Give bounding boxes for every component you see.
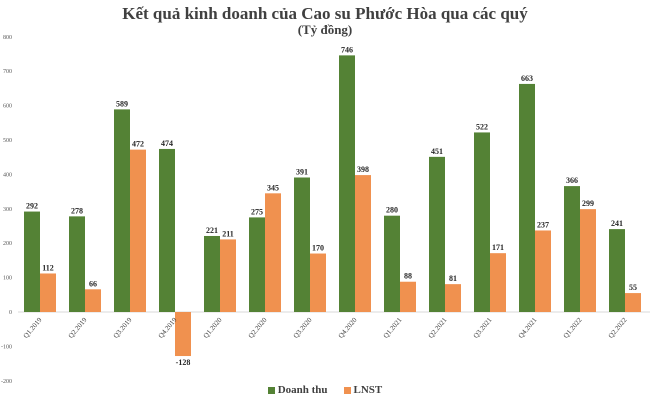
bar-lnst xyxy=(490,253,506,312)
x-tick-label: Q2.2022 xyxy=(607,316,629,340)
data-label: 451 xyxy=(431,147,443,156)
data-label: 278 xyxy=(71,206,83,215)
data-label: 237 xyxy=(537,220,549,229)
legend: Doanh thu LNST xyxy=(0,384,650,397)
y-tick-label: -200 xyxy=(1,379,12,385)
y-tick-label: 800 xyxy=(3,35,12,41)
data-label: 81 xyxy=(449,274,457,283)
data-label: 366 xyxy=(566,176,578,185)
data-label: 663 xyxy=(521,74,533,83)
data-label: 391 xyxy=(296,167,308,176)
y-tick-label: 500 xyxy=(3,138,12,144)
bar-doanh-thu xyxy=(339,55,355,312)
data-label: 746 xyxy=(341,45,353,54)
data-label: 522 xyxy=(476,122,488,131)
data-label: 55 xyxy=(629,283,637,292)
bar-lnst xyxy=(535,230,551,312)
x-tick-label: Q1.2019 xyxy=(22,316,44,340)
legend-item: Doanh thu xyxy=(267,384,328,396)
bar-lnst xyxy=(445,284,461,312)
bar-lnst xyxy=(175,312,191,357)
bar-doanh-thu xyxy=(429,156,445,312)
x-tick-label: Q2.2021 xyxy=(427,316,449,340)
x-tick-label: Q3.2021 xyxy=(472,316,494,340)
bar-doanh-thu xyxy=(204,235,220,312)
data-label: 170 xyxy=(312,244,324,253)
x-tick-label: Q2.2020 xyxy=(247,316,269,340)
bar-doanh-thu xyxy=(159,148,175,312)
data-label: 88 xyxy=(404,272,412,281)
bar-doanh-thu xyxy=(384,215,400,312)
data-label: 66 xyxy=(89,279,97,288)
data-label: 221 xyxy=(206,226,218,235)
bar-doanh-thu xyxy=(564,186,580,312)
chart-title: Kết quả kinh doanh của Cao su Phước Hòa … xyxy=(122,4,528,23)
data-label: 474 xyxy=(161,139,173,148)
bar-doanh-thu xyxy=(249,217,265,312)
bar-doanh-thu xyxy=(474,132,490,312)
bar-lnst xyxy=(220,239,236,312)
data-label: 112 xyxy=(42,263,54,272)
data-label: 280 xyxy=(386,206,398,215)
bar-doanh-thu xyxy=(609,229,625,312)
data-label: -128 xyxy=(176,358,191,367)
data-label: 275 xyxy=(251,207,263,216)
bar-lnst xyxy=(310,253,326,312)
x-tick-label: Q3.2019 xyxy=(112,316,134,340)
bar-doanh-thu xyxy=(519,83,535,312)
bar-doanh-thu xyxy=(294,177,310,312)
y-tick-label: -100 xyxy=(1,344,12,350)
data-label: 398 xyxy=(357,165,369,174)
data-label: 472 xyxy=(132,140,144,149)
bar-lnst xyxy=(355,175,371,312)
y-tick-label: 200 xyxy=(3,241,12,247)
y-tick-label: 600 xyxy=(3,104,12,110)
legend-swatch-icon xyxy=(267,386,275,394)
bar-doanh-thu xyxy=(114,109,130,312)
bar-lnst xyxy=(625,293,641,312)
y-tick-label: 100 xyxy=(3,276,12,282)
x-tick-label: Q4.2020 xyxy=(337,316,359,340)
bar-doanh-thu xyxy=(24,211,40,312)
y-tick-label: 0 xyxy=(9,310,12,316)
y-tick-label: 700 xyxy=(3,69,12,75)
x-tick-label: Q1.2021 xyxy=(382,316,404,340)
bar-lnst xyxy=(40,273,56,312)
data-label: 589 xyxy=(116,99,128,108)
bar-doanh-thu xyxy=(69,216,85,312)
bar-lnst xyxy=(580,209,596,312)
bar-lnst xyxy=(130,149,146,312)
x-tick-label: Q2.2019 xyxy=(67,316,89,340)
legend-item: LNST xyxy=(343,384,383,396)
data-label: 345 xyxy=(267,183,279,192)
x-tick-label: Q3.2020 xyxy=(292,316,314,340)
legend-label: LNST xyxy=(353,384,383,396)
x-tick-label: Q1.2022 xyxy=(562,316,584,340)
legend-label: Doanh thu xyxy=(277,384,328,396)
bar-lnst xyxy=(400,281,416,312)
chart-subtitle: (Tỷ đồng) xyxy=(297,22,353,37)
x-tick-label: Q1.2020 xyxy=(202,316,224,340)
data-label: 171 xyxy=(492,243,504,252)
bar-lnst xyxy=(85,289,101,312)
data-label: 211 xyxy=(222,229,234,238)
bar-lnst xyxy=(265,193,281,312)
data-label: 299 xyxy=(582,199,594,208)
x-tick-label: Q4.2021 xyxy=(517,316,539,340)
y-tick-label: 300 xyxy=(3,207,12,213)
data-label: 292 xyxy=(26,202,38,211)
y-tick-label: 400 xyxy=(3,172,12,178)
legend-swatch-icon xyxy=(343,386,351,394)
data-label: 241 xyxy=(611,219,623,228)
